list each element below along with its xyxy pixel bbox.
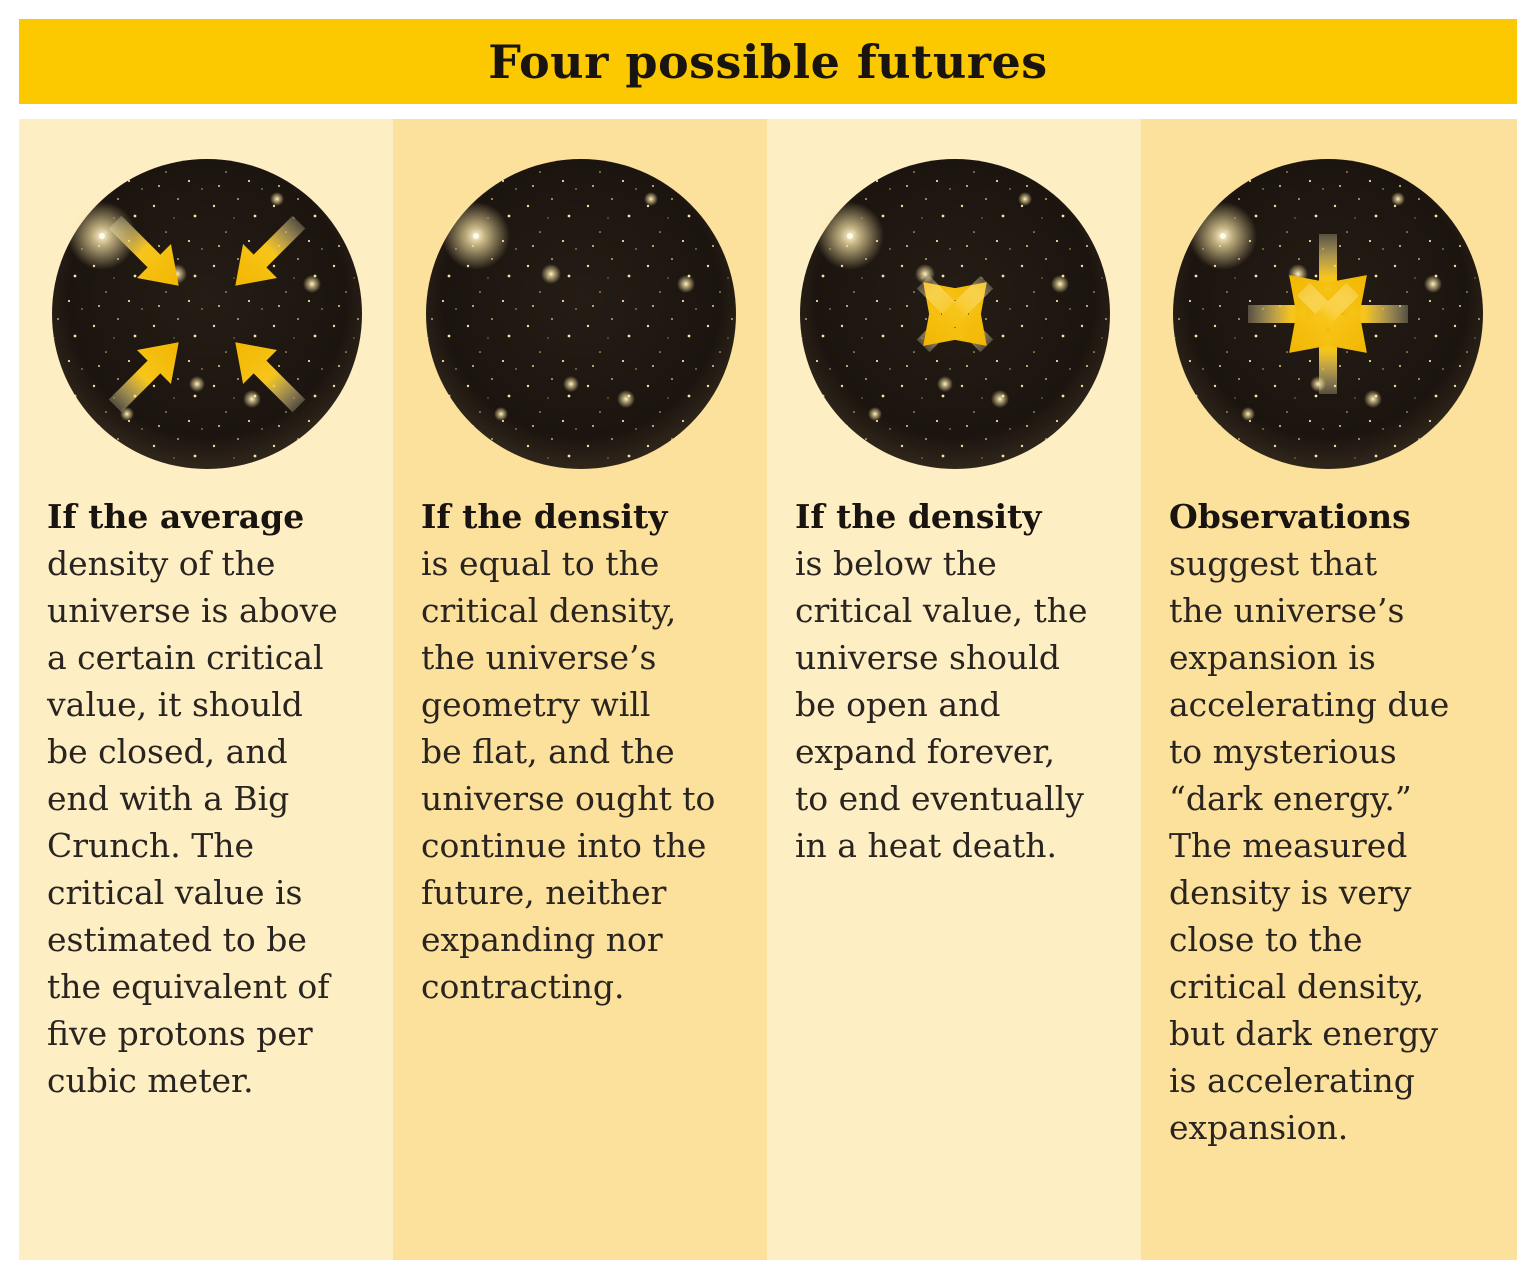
- panel-line: critical value is: [47, 873, 303, 912]
- title-bar: Four possible futures: [19, 19, 1517, 104]
- universe-sphere-flat: [426, 159, 736, 469]
- panel-line: be open and: [795, 685, 1001, 724]
- panel-line: accelerating due: [1169, 685, 1450, 724]
- panel-line: is below the: [795, 544, 997, 583]
- panel-line: is equal to the: [421, 544, 660, 583]
- panel-line: universe is above: [47, 591, 338, 630]
- panel-line: critical density,: [421, 591, 677, 630]
- panel-line: is accelerating: [1169, 1061, 1415, 1100]
- panel-line: universe should: [795, 638, 1060, 677]
- panel-lead: Observations: [1169, 497, 1411, 536]
- panel-line: continue into the: [421, 826, 707, 865]
- panel-line: in a heat death.: [795, 826, 1058, 865]
- panel-accelerating-universe: Observations suggest that the universe’s…: [1141, 119, 1517, 1260]
- panel-line: to end eventually: [795, 779, 1084, 818]
- panel-line: Crunch. The: [47, 826, 255, 865]
- panel-line: the universe’s: [421, 638, 657, 677]
- panel-line: expand forever,: [795, 732, 1056, 771]
- illustration-flat: [393, 119, 767, 489]
- panel-line: The measured: [1169, 826, 1408, 865]
- panel-line: end with a Big: [47, 779, 290, 818]
- panel-line: density of the: [47, 544, 276, 583]
- panel-flat-universe: If the density is equal to the critical …: [393, 119, 767, 1260]
- panel-line: close to the: [1169, 920, 1363, 959]
- panel-line: estimated to be: [47, 920, 307, 959]
- panel-line: value, it should: [47, 685, 303, 724]
- panel-open-universe: If the density is below the critical val…: [767, 119, 1141, 1260]
- panel-line: expanding nor: [421, 920, 663, 959]
- universe-sphere-closed: [52, 159, 362, 469]
- panel-line: geometry will: [421, 685, 651, 724]
- panel-line: cubic meter.: [47, 1061, 254, 1100]
- panel-text: If the density is equal to the critical …: [421, 493, 757, 1010]
- panel-line: critical density,: [1169, 967, 1425, 1006]
- panel-lead: If the density: [795, 497, 1042, 536]
- panel-line: future, neither: [421, 873, 667, 912]
- panel-line: critical value, the: [795, 591, 1088, 630]
- panel-closed-universe: If the average density of the universe i…: [19, 119, 393, 1260]
- panel-line: the equivalent of: [47, 967, 330, 1006]
- universe-sphere-open: [800, 159, 1110, 469]
- illustration-closed: [19, 119, 393, 489]
- illustration-accelerating: [1141, 119, 1517, 489]
- panel-lead: If the average: [47, 497, 305, 536]
- panel-line: the universe’s: [1169, 591, 1405, 630]
- panel-line: to mysterious: [1169, 732, 1397, 771]
- panel-line: be closed, and: [47, 732, 288, 771]
- panel-line: expansion is: [1169, 638, 1376, 677]
- panel-line: contracting.: [421, 967, 625, 1006]
- panel-line: expansion.: [1169, 1108, 1349, 1147]
- panel-line: universe ought to: [421, 779, 716, 818]
- panels-row: If the average density of the universe i…: [19, 119, 1517, 1260]
- panel-text: If the density is below the critical val…: [795, 493, 1131, 869]
- panel-line: but dark energy: [1169, 1014, 1439, 1053]
- panel-lead: If the density: [421, 497, 668, 536]
- panel-line: “dark energy.”: [1169, 779, 1412, 818]
- illustration-open: [767, 119, 1141, 489]
- panel-line: five protons per: [47, 1014, 313, 1053]
- panel-line: be flat, and the: [421, 732, 675, 771]
- panel-line: suggest that: [1169, 544, 1378, 583]
- page-title: Four possible futures: [488, 34, 1048, 89]
- panel-text: Observations suggest that the universe’s…: [1169, 493, 1507, 1151]
- universe-sphere-accelerating: [1173, 159, 1483, 469]
- panel-line: density is very: [1169, 873, 1412, 912]
- panel-line: a certain critical: [47, 638, 324, 677]
- panel-text: If the average density of the universe i…: [47, 493, 383, 1104]
